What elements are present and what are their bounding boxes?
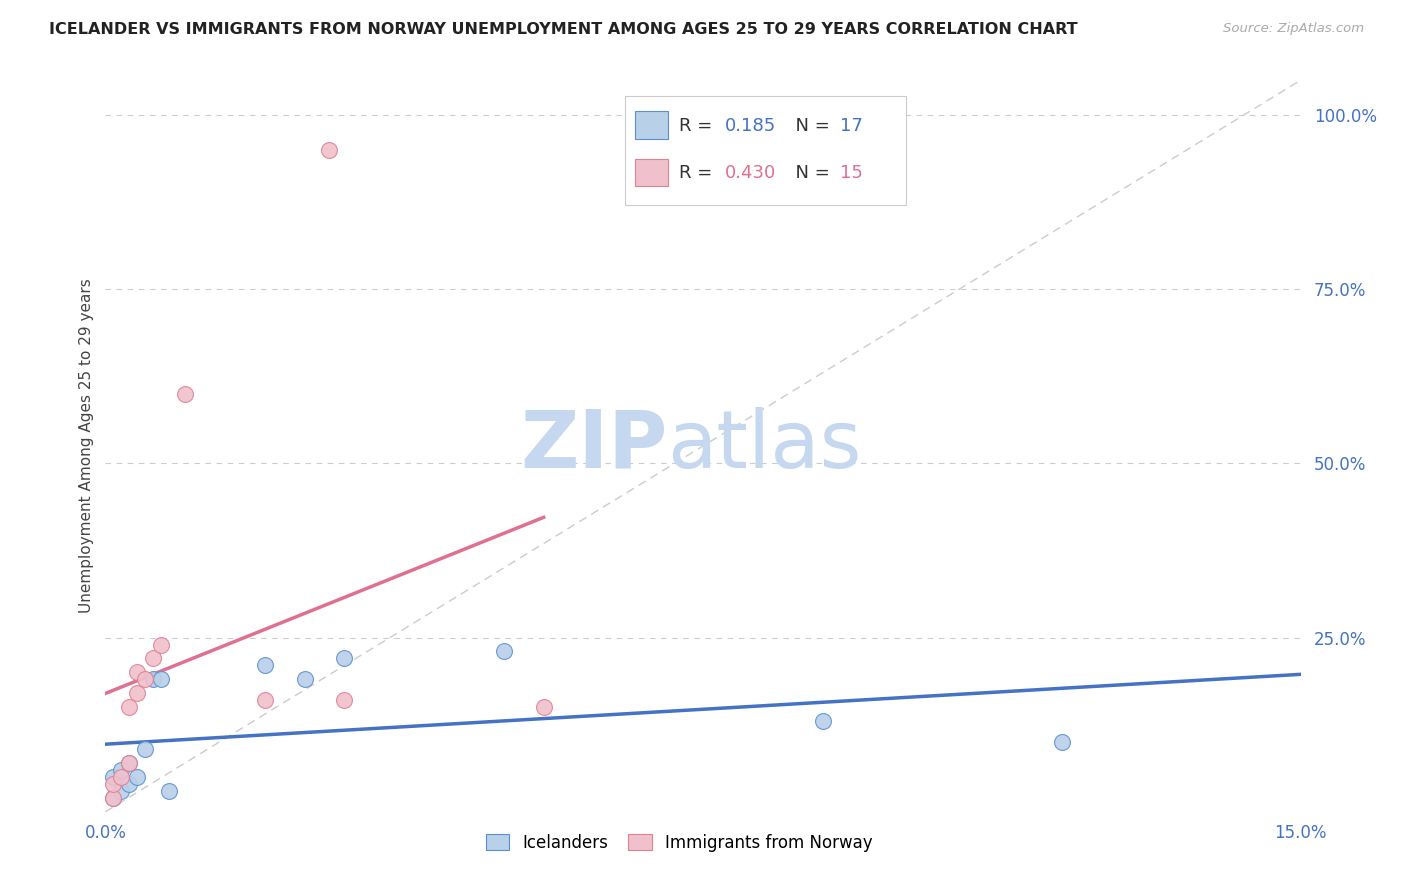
- Text: ZIP: ZIP: [520, 407, 666, 485]
- Point: [142, 651, 165, 665]
- Text: Source: ZipAtlas.com: Source: ZipAtlas.com: [1223, 22, 1364, 36]
- Point: [127, 665, 149, 680]
- Text: R =: R =: [679, 118, 718, 136]
- Point: [150, 638, 173, 652]
- Point: [118, 777, 141, 791]
- Text: R =: R =: [679, 164, 718, 182]
- Point: [1050, 735, 1073, 749]
- Text: atlas: atlas: [666, 407, 862, 485]
- Point: [142, 673, 165, 687]
- Point: [811, 714, 834, 728]
- Point: [127, 686, 149, 700]
- Text: ICELANDER VS IMMIGRANTS FROM NORWAY UNEMPLOYMENT AMONG AGES 25 TO 29 YEARS CORRE: ICELANDER VS IMMIGRANTS FROM NORWAY UNEM…: [49, 22, 1078, 37]
- Point: [253, 658, 276, 673]
- Point: [118, 756, 141, 770]
- Text: N =: N =: [785, 118, 835, 136]
- Point: [318, 143, 340, 157]
- Point: [110, 763, 132, 777]
- Point: [492, 644, 515, 658]
- Point: [103, 770, 125, 784]
- Point: [127, 770, 149, 784]
- Point: [103, 790, 125, 805]
- FancyBboxPatch shape: [626, 96, 905, 204]
- Text: N =: N =: [785, 164, 835, 182]
- Point: [110, 770, 132, 784]
- Point: [103, 777, 125, 791]
- Point: [118, 700, 141, 714]
- Point: [134, 673, 156, 687]
- Text: 0.185: 0.185: [724, 118, 776, 136]
- Point: [333, 693, 356, 707]
- Point: [134, 742, 156, 756]
- Point: [294, 673, 316, 687]
- FancyBboxPatch shape: [636, 159, 668, 186]
- Point: [103, 790, 125, 805]
- Point: [253, 693, 276, 707]
- Point: [333, 651, 356, 665]
- Y-axis label: Unemployment Among Ages 25 to 29 years: Unemployment Among Ages 25 to 29 years: [79, 278, 94, 614]
- Text: 17: 17: [841, 118, 863, 136]
- Point: [118, 756, 141, 770]
- Point: [150, 673, 173, 687]
- Point: [157, 784, 180, 798]
- Text: 0.430: 0.430: [724, 164, 776, 182]
- FancyBboxPatch shape: [636, 111, 668, 139]
- Point: [174, 386, 197, 401]
- Point: [110, 784, 132, 798]
- Point: [533, 700, 555, 714]
- Legend: Icelanders, Immigrants from Norway: Icelanders, Immigrants from Norway: [479, 827, 879, 858]
- Text: 15: 15: [841, 164, 863, 182]
